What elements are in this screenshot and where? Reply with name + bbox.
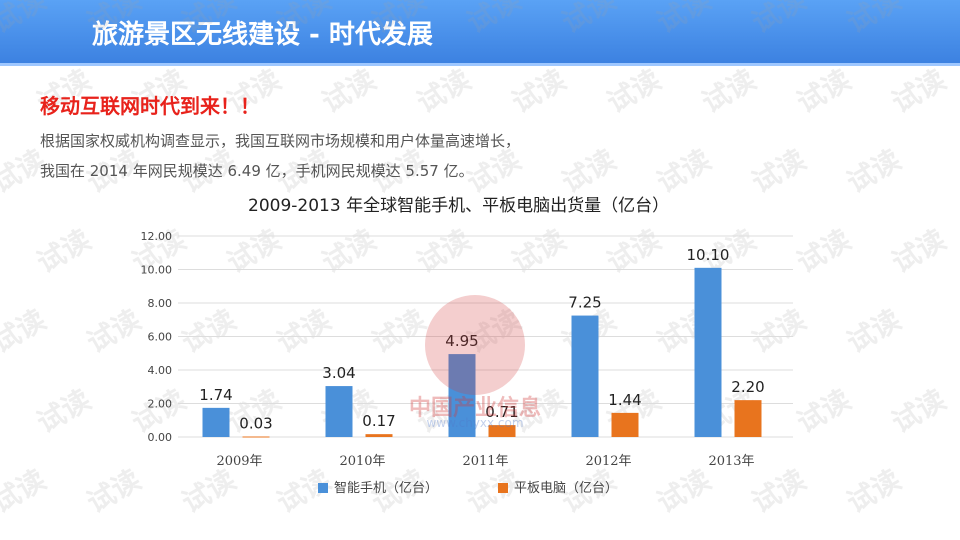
watermark-text: 试读 <box>31 383 97 440</box>
watermark-text: 试读 <box>791 383 857 440</box>
data-label: 1.44 <box>608 391 641 409</box>
headline: 移动互联网时代到来！！ <box>40 94 260 118</box>
bar-tablet <box>611 412 639 437</box>
watermark-text: 试读 <box>506 63 572 120</box>
watermark-text: 试读 <box>696 63 762 120</box>
y-tick-label: 0.00 <box>148 431 173 444</box>
bar-tablet <box>365 434 393 437</box>
bar-tablet <box>734 400 762 437</box>
data-label: 4.95 <box>445 332 478 350</box>
y-tick-label: 4.00 <box>148 364 173 377</box>
data-label: 1.74 <box>199 386 232 404</box>
watermark-text: 试读 <box>886 223 952 280</box>
bar-smartphone <box>325 386 353 437</box>
chart-title: 2009-2013 年全球智能手机、平板电脑出货量（亿台） <box>248 196 670 216</box>
y-tick-label: 12.00 <box>141 230 173 243</box>
bar-chart: 0.00 2.00 4.00 6.00 8.00 10.00 12.00 1.74 0.03 20… <box>141 230 793 496</box>
y-tick-label: 6.00 <box>148 331 173 344</box>
x-tick-label: 2010年 <box>339 454 385 469</box>
watermark-text: 试读 <box>841 303 907 360</box>
header-bar: 旅游景区无线建设 - 时代发展 <box>0 0 960 66</box>
bar-smartphone <box>202 407 230 437</box>
y-tick-label: 8.00 <box>148 297 173 310</box>
data-label: 10.10 <box>687 246 730 264</box>
watermark-text: 试读 <box>841 463 907 520</box>
header-divider <box>0 63 960 66</box>
legend-label: 智能手机（亿台） <box>334 481 438 496</box>
page-title: 旅游景区无线建设 - 时代发展 <box>92 20 433 50</box>
watermark-text: 试读 <box>791 63 857 120</box>
bar-tablet <box>242 436 270 438</box>
x-tick-label: 2012年 <box>585 454 631 469</box>
watermark-text: 试读 <box>746 143 812 200</box>
watermark-text: 试读 <box>411 63 477 120</box>
legend-swatch <box>498 483 508 493</box>
data-label: 0.71 <box>485 403 518 421</box>
bar-smartphone <box>694 267 722 437</box>
watermark-text: 试读 <box>651 143 717 200</box>
data-label: 0.03 <box>239 414 272 432</box>
y-tick-label: 2.00 <box>148 398 173 411</box>
watermark-text: 试读 <box>0 463 52 520</box>
data-label: 0.17 <box>362 412 395 430</box>
watermark-text: 试读 <box>31 223 97 280</box>
watermark-text: 试读 <box>791 223 857 280</box>
watermark-text: 试读 <box>886 383 952 440</box>
body-text-line-1: 根据国家权威机构调查显示，我国互联网市场规模和用户体量高速增长， <box>40 132 521 150</box>
watermark-text: 试读 <box>556 143 622 200</box>
legend-swatch <box>318 483 328 493</box>
data-label: 7.25 <box>568 294 601 312</box>
bar-smartphone <box>448 354 476 437</box>
bar-tablet <box>488 425 516 437</box>
x-tick-label: 2011年 <box>462 454 508 469</box>
watermark-text: 试读 <box>886 63 952 120</box>
watermark-text: 试读 <box>841 143 907 200</box>
x-tick-label: 2009年 <box>216 454 262 469</box>
watermark-text: 试读 <box>601 63 667 120</box>
legend-label: 平板电脑（亿台） <box>514 481 618 496</box>
data-label: 3.04 <box>322 364 355 382</box>
watermark-text: 试读 <box>0 303 52 360</box>
data-label: 2.20 <box>731 378 764 396</box>
x-tick-label: 2013年 <box>708 454 754 469</box>
watermark-text: 试读 <box>316 63 382 120</box>
y-tick-label: 10.00 <box>141 264 173 277</box>
body-text-line-2: 我国在 2014 年网民规模达 6.49 亿，手机网民规模达 5.57 亿。 <box>40 162 474 180</box>
bar-smartphone <box>571 315 599 437</box>
